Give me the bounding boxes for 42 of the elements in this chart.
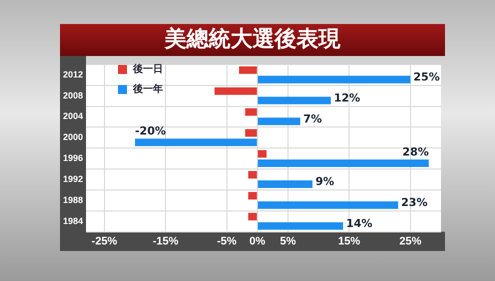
data-label: -20% (134, 124, 166, 138)
data-label: 12% (334, 91, 360, 104)
bar (258, 201, 398, 209)
bar (258, 180, 312, 188)
bar (258, 150, 267, 158)
y-tick-label: 2004 (62, 111, 84, 122)
bar (134, 138, 257, 146)
bar (239, 66, 257, 74)
legend-label: 後一日 (133, 62, 163, 76)
x-tick-label: 5% (280, 235, 296, 248)
x-tick-label: 0% (249, 235, 266, 248)
data-label: 28% (402, 146, 429, 159)
chart-title: 美總統大選後表現 (60, 24, 445, 56)
x-tick-label: 15% (338, 235, 360, 248)
x-tick-label: -5% (217, 235, 237, 248)
bar (248, 212, 257, 220)
data-label: 25% (413, 70, 440, 84)
data-label: 7% (303, 112, 322, 126)
bar (214, 87, 257, 95)
y-tick-label: 1984 (62, 216, 84, 226)
x-tick-label: -25% (92, 235, 118, 248)
data-label: 14% (346, 216, 372, 230)
bar (248, 171, 257, 179)
bar (258, 160, 429, 168)
bar (258, 76, 410, 84)
data-label: 23% (401, 196, 428, 209)
bar (248, 192, 257, 200)
y-tick-label: 2000 (62, 132, 84, 142)
y-tick-label: 2008 (62, 90, 84, 100)
bar (258, 96, 331, 104)
bar (258, 118, 300, 126)
legend-label: 後一年 (133, 82, 163, 96)
y-tick-label: 1988 (62, 194, 84, 205)
bar (245, 129, 257, 137)
y-tick-label: 2012 (62, 69, 84, 80)
bar (245, 108, 257, 116)
y-tick-label: 1992 (62, 174, 84, 184)
x-tick-label: 25% (399, 235, 422, 248)
y-tick-label: 1996 (62, 153, 84, 164)
bar (258, 222, 344, 230)
x-tick-label: -15% (152, 235, 179, 248)
data-label: 9% (315, 175, 334, 188)
